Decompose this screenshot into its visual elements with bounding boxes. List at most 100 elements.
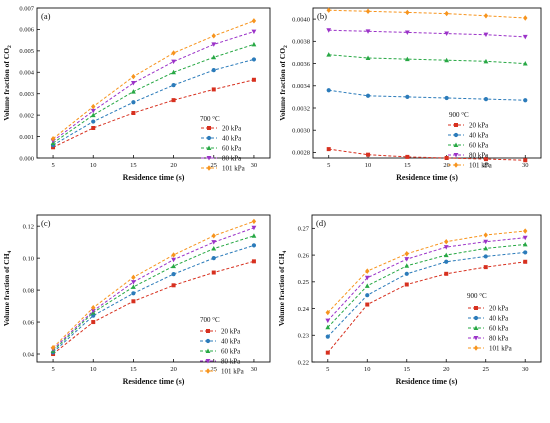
series-line — [327, 261, 526, 353]
legend-label: 20 kPa — [221, 328, 241, 336]
legend-marker — [206, 156, 212, 161]
series-line — [328, 54, 526, 65]
legend-entry: 60 kPa — [201, 145, 242, 153]
legend-marker — [453, 162, 459, 168]
legend-label: 40 kPa — [222, 135, 242, 143]
x-tick-label: 25 — [211, 366, 218, 373]
y-axis-label: Volume fraction of CO2 — [2, 45, 13, 121]
data-point — [326, 28, 332, 33]
data-point — [523, 259, 528, 264]
data-point — [444, 57, 450, 63]
data-point — [443, 252, 449, 258]
data-point — [171, 263, 176, 269]
data-point — [131, 291, 136, 296]
data-point — [211, 270, 216, 275]
data-point — [444, 259, 449, 264]
data-point — [131, 89, 136, 94]
data-point — [404, 30, 410, 35]
data-point — [171, 272, 176, 277]
data-point — [365, 8, 371, 15]
data-point — [171, 50, 176, 56]
y-tick-label: 0.10 — [23, 255, 34, 262]
data-point — [522, 241, 528, 247]
y-axis-label-main: Volume fraction of CO — [2, 48, 11, 121]
data-point — [444, 31, 450, 37]
temperature-annotation: 900 °C — [449, 111, 469, 119]
series-line — [52, 43, 255, 144]
x-tick-label: 20 — [443, 366, 450, 373]
y-tick-label: 0.0030 — [292, 128, 310, 135]
y-axis-label-subscript: 4 — [282, 250, 288, 253]
series-line — [52, 20, 255, 140]
series-line — [52, 58, 255, 146]
x-tick-label: 5 — [51, 162, 54, 169]
x-tick-label: 10 — [90, 366, 97, 373]
legend-entry: 20 kPa — [201, 125, 242, 133]
series-line — [328, 9, 526, 19]
data-point — [404, 257, 410, 262]
data-point — [171, 252, 176, 258]
x-tick-label: 20 — [170, 162, 177, 169]
series-1 — [325, 259, 528, 355]
legend-entry: 20 kPa — [448, 122, 489, 130]
data-point — [211, 256, 216, 261]
legend-label: 40 kPa — [221, 338, 241, 346]
series-line — [327, 243, 526, 328]
data-point — [211, 42, 217, 47]
legend-entry: 101 kPa — [448, 162, 493, 170]
data-point — [325, 334, 330, 339]
x-tick-label: 30 — [251, 162, 258, 169]
data-point — [523, 15, 528, 21]
data-point — [444, 271, 449, 276]
data-point — [404, 263, 410, 268]
data-point — [211, 87, 216, 92]
legend-entry: 80 kPa — [448, 152, 489, 160]
legend-marker — [453, 142, 459, 147]
legend-entry: 20 kPa — [468, 305, 509, 313]
data-point — [90, 108, 96, 114]
legend-marker — [206, 135, 212, 141]
y-tick-label: 0.0032 — [292, 105, 310, 112]
series-line — [52, 244, 255, 353]
series-line — [52, 220, 255, 348]
legend-marker — [454, 123, 458, 127]
x-tick-label: 15 — [404, 162, 411, 169]
legend-entry: 80 kPa — [200, 358, 241, 366]
data-point — [211, 54, 217, 60]
series-line — [52, 79, 255, 148]
legend-label: 101 kPa — [221, 368, 245, 376]
data-point — [51, 145, 56, 150]
data-point — [325, 309, 330, 316]
legend-marker — [474, 306, 478, 310]
legend-entry: 101 kPa — [200, 368, 245, 376]
legend-marker — [473, 325, 479, 330]
series-3 — [326, 52, 528, 66]
panel-label: (c) — [41, 218, 51, 228]
legend-marker — [205, 348, 211, 353]
legend-marker — [206, 329, 210, 333]
data-point — [171, 257, 176, 263]
x-tick-label: 10 — [364, 366, 371, 373]
data-point — [522, 235, 528, 241]
legend-marker — [453, 132, 459, 138]
series-2 — [326, 88, 528, 103]
legend-marker — [473, 336, 479, 341]
legend-label: 60 kPa — [489, 325, 509, 333]
y-axis-label: Volume fraction of CH4 — [277, 250, 288, 326]
x-tick-label: 25 — [483, 162, 490, 169]
y-axis-label-subscript: 4 — [7, 250, 13, 253]
series-5 — [326, 7, 528, 21]
data-point — [483, 245, 489, 251]
data-point — [365, 55, 371, 60]
data-point — [483, 97, 489, 102]
data-point — [444, 239, 449, 245]
y-tick-label: 0.0036 — [292, 61, 311, 68]
y-tick-label: 0.004 — [19, 70, 34, 77]
data-point — [365, 29, 371, 34]
y-tick-label: 0.003 — [19, 91, 34, 98]
series-line — [328, 29, 526, 38]
series-line — [328, 89, 526, 101]
x-tick-label: 10 — [365, 162, 372, 169]
series-1 — [51, 77, 256, 150]
data-point — [211, 246, 217, 251]
